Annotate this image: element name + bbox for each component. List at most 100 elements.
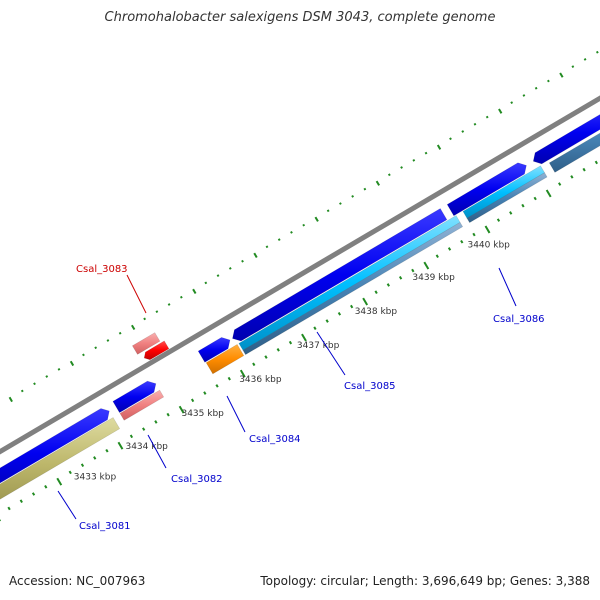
- inner-tick-mark: [594, 160, 598, 165]
- outer-tick-mark: [595, 50, 599, 54]
- kbp-tick-label: 3440 kbp: [467, 240, 510, 250]
- accession-text: Accession: NC_007963: [9, 574, 146, 588]
- gene-label-csal-3082[interactable]: Csal_3082: [171, 474, 223, 485]
- outer-tick-mark: [179, 295, 183, 299]
- inner-tick-mark: [215, 384, 219, 388]
- inner-tick-mark: [313, 326, 317, 331]
- outer-tick-mark: [485, 115, 489, 119]
- inner-tick-mark: [44, 484, 48, 489]
- outer-tick-mark: [167, 303, 171, 306]
- cds-feature[interactable]: [532, 101, 600, 165]
- outer-tick-mark: [412, 158, 416, 162]
- outer-tick-mark: [400, 166, 403, 169]
- outer-tick-mark: [473, 122, 477, 126]
- outer-tick-mark: [228, 267, 232, 270]
- cds-feature[interactable]: [446, 162, 527, 217]
- outer-tick-mark: [20, 389, 24, 393]
- gene-leader-line: [126, 274, 147, 314]
- outer-tick-mark: [339, 202, 342, 205]
- genome-summary-text: Topology: circular; Length: 3,696,649 bp…: [260, 574, 590, 588]
- outer-tick-mark: [351, 194, 354, 198]
- gene-steelblue-feature[interactable]: [548, 105, 600, 173]
- gene-label-csal-3086[interactable]: Csal_3086: [493, 314, 545, 325]
- outer-tick-mark: [82, 353, 85, 357]
- outer-tick-mark: [314, 216, 319, 222]
- inner-tick-mark: [325, 319, 329, 323]
- kbp-tick-label: 3438 kbp: [355, 307, 398, 317]
- outer-tick-mark: [449, 137, 452, 141]
- inner-tick-mark: [190, 398, 195, 403]
- inner-tick-mark: [80, 463, 85, 467]
- gene-steelblue-feature[interactable]: [466, 172, 548, 224]
- outer-tick-mark: [510, 101, 514, 105]
- inner-tick-mark: [496, 218, 501, 222]
- inner-tick-mark: [93, 456, 97, 460]
- cds-feature[interactable]: [197, 337, 231, 363]
- inner-tick-mark: [337, 312, 342, 316]
- inner-tick-mark: [386, 283, 390, 287]
- kbp-tick-label: 3439 kbp: [412, 273, 455, 283]
- gene-steelblue-feature[interactable]: [242, 221, 464, 356]
- gene-label-csal-3083[interactable]: Csal_3083: [76, 264, 128, 275]
- outer-tick-mark: [241, 259, 244, 263]
- kbp-tick-label: 3433 kbp: [74, 472, 117, 482]
- gene-pink-feature[interactable]: [131, 332, 161, 355]
- gene-leader-line: [147, 434, 167, 469]
- inner-tick-mark: [31, 492, 36, 496]
- outer-tick-mark: [45, 375, 49, 378]
- outer-tick-mark: [204, 281, 208, 285]
- outer-tick-mark: [290, 231, 293, 234]
- gene-leader-line: [498, 267, 517, 307]
- gene-label-csal-3085[interactable]: Csal_3085: [344, 381, 396, 392]
- gene-label-csal-3084[interactable]: Csal_3084: [249, 434, 301, 445]
- outer-tick-mark: [326, 209, 330, 213]
- outer-tick-mark: [436, 144, 442, 150]
- inner-tick-mark: [252, 362, 256, 367]
- inner-tick-mark: [301, 333, 307, 342]
- inner-tick-mark: [264, 355, 268, 359]
- inner-tick-mark: [178, 405, 185, 414]
- outer-tick-mark: [583, 58, 587, 61]
- gene-orange-feature[interactable]: [205, 343, 245, 375]
- kbp-tick-label: 3437 kbp: [297, 341, 340, 351]
- outer-tick-mark: [363, 187, 367, 191]
- inner-tick-mark: [472, 232, 476, 237]
- gene-label-csal-3081[interactable]: Csal_3081: [79, 521, 131, 532]
- inner-tick-mark: [398, 275, 403, 280]
- inner-tick-mark: [288, 340, 293, 345]
- inner-tick-mark: [558, 182, 562, 186]
- inner-tick-mark: [533, 196, 537, 201]
- outer-tick-mark: [461, 130, 465, 133]
- outer-tick-mark: [33, 382, 36, 386]
- inner-tick-mark: [19, 499, 23, 503]
- outer-tick-mark: [265, 245, 269, 249]
- cds-feature[interactable]: [112, 380, 157, 414]
- feature-layer[interactable]: [0, 101, 600, 510]
- cds-feature[interactable]: [0, 408, 110, 498]
- outer-tick-mark: [571, 65, 575, 68]
- gene-cyan-feature[interactable]: [238, 215, 461, 351]
- inner-tick-mark: [129, 434, 134, 439]
- outer-tick-mark: [498, 108, 503, 114]
- inner-tick-mark: [435, 254, 439, 258]
- inner-tick-mark: [374, 290, 378, 294]
- gene-khaki-feature[interactable]: [0, 417, 121, 510]
- inner-tick-mark: [521, 203, 525, 208]
- gene-red-feature[interactable]: [143, 340, 170, 361]
- outer-tick-mark: [522, 94, 526, 97]
- outer-tick-mark: [8, 396, 13, 403]
- gene-pink-feature[interactable]: [119, 389, 165, 421]
- outer-tick-mark: [375, 180, 380, 186]
- outer-tick-mark: [106, 339, 110, 342]
- outer-tick-mark: [277, 238, 281, 241]
- kbp-tick-label: 3435 kbp: [181, 409, 224, 419]
- cds-feature[interactable]: [232, 208, 448, 342]
- outer-tick-mark: [118, 331, 122, 335]
- outer-tick-mark: [57, 367, 61, 371]
- inner-tick-mark: [154, 420, 158, 424]
- inner-tick-mark: [68, 470, 72, 475]
- outer-tick-mark: [69, 360, 75, 367]
- map-title: Chromohalobacter salexigens DSM 3043, co…: [104, 10, 496, 25]
